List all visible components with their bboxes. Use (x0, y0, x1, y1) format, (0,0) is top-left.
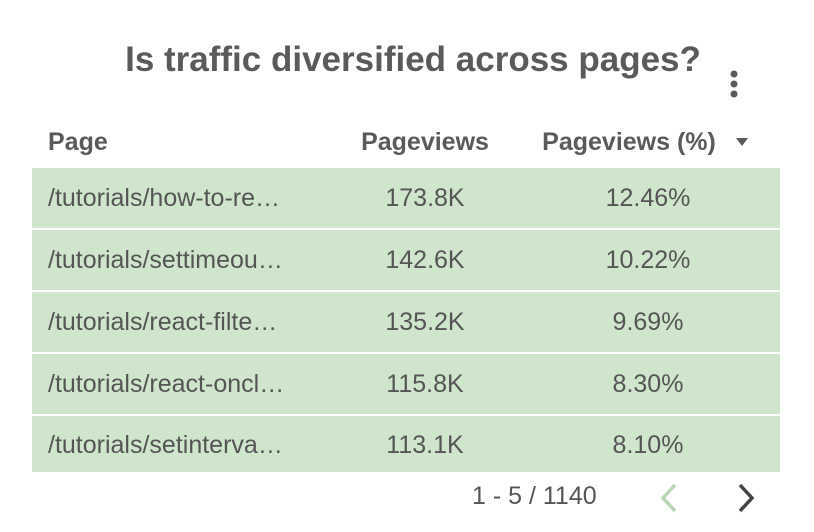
table-cell: /tutorials/react-filte… (48, 308, 278, 336)
table-cell: 12.46% (605, 184, 691, 212)
previous-page[interactable] (658, 482, 680, 514)
pagination-label: 1 - 5 / 1140 (472, 482, 597, 510)
table-cell: 115.8K (386, 370, 464, 398)
table-cell: /tutorials/how-to-re… (48, 184, 281, 212)
table-cell: 173.8K (385, 184, 465, 212)
table-cell: /tutorials/setinterva… (48, 431, 283, 459)
table-cell: 113.1K (386, 431, 464, 459)
column-header[interactable]: Page (48, 128, 108, 156)
table-row: /tutorials/settimeou… 142.6K 10.22% (32, 230, 780, 290)
more-menu[interactable] (726, 70, 742, 100)
table-cell: /tutorials/react-oncl… (48, 370, 285, 398)
next-page[interactable] (735, 482, 757, 514)
table-cell: 9.69% (612, 308, 684, 336)
column-header[interactable]: Pageviews (%) (542, 128, 716, 156)
table-cell: 142.6K (385, 246, 465, 274)
table-row: /tutorials/how-to-re… 173.8K 12.46% (32, 168, 780, 228)
table-cell: 10.22% (605, 246, 691, 274)
table-row: /tutorials/react-oncl… 115.8K 8.30% (32, 354, 780, 414)
table-row: /tutorials/setinterva… 113.1K 8.10% (32, 416, 780, 472)
column-header[interactable]: Pageviews (361, 128, 489, 156)
chart-title: Is traffic diversified across pages? (125, 40, 701, 79)
table-cell: /tutorials/settimeou… (48, 246, 283, 274)
table-row: /tutorials/react-filte… 135.2K 9.69% (32, 292, 780, 352)
table-cell: 8.30% (612, 370, 684, 398)
table-cell: 8.10% (612, 431, 684, 459)
table-cell: 135.2K (385, 308, 465, 336)
sort-arrow[interactable] (735, 137, 749, 147)
